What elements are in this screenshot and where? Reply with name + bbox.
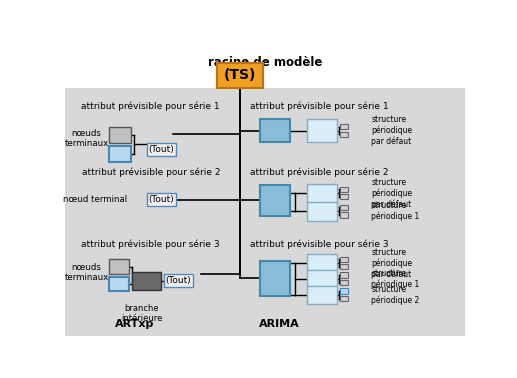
- Text: attribut prévisible pour série 2: attribut prévisible pour série 2: [82, 167, 220, 177]
- Text: nœuds
terminaux: nœuds terminaux: [65, 129, 109, 148]
- Text: attribut prévisible pour série 2: attribut prévisible pour série 2: [250, 167, 388, 177]
- FancyBboxPatch shape: [340, 257, 347, 262]
- FancyBboxPatch shape: [340, 194, 347, 200]
- Text: ARTxp: ARTxp: [115, 319, 155, 329]
- FancyBboxPatch shape: [307, 184, 337, 203]
- FancyBboxPatch shape: [340, 264, 347, 270]
- FancyBboxPatch shape: [340, 296, 347, 301]
- FancyBboxPatch shape: [109, 277, 129, 291]
- FancyBboxPatch shape: [260, 261, 290, 296]
- Text: (Tout): (Tout): [165, 276, 191, 285]
- FancyBboxPatch shape: [307, 254, 337, 272]
- FancyBboxPatch shape: [340, 288, 347, 294]
- FancyBboxPatch shape: [260, 185, 290, 215]
- Text: attribut prévisible pour série 1: attribut prévisible pour série 1: [250, 101, 388, 111]
- Text: (Tout): (Tout): [148, 195, 174, 204]
- FancyBboxPatch shape: [340, 212, 347, 217]
- Text: attribut prévisible pour série 1: attribut prévisible pour série 1: [82, 101, 220, 111]
- Text: attribut prévisible pour série 3: attribut prévisible pour série 3: [250, 240, 388, 249]
- Text: nœud terminal: nœud terminal: [63, 195, 127, 204]
- FancyBboxPatch shape: [340, 205, 347, 210]
- FancyBboxPatch shape: [340, 132, 347, 137]
- FancyBboxPatch shape: [340, 187, 347, 192]
- Text: structure
périodique
par défaut: structure périodique par défaut: [371, 248, 412, 279]
- Text: nœuds
terminaux: nœuds terminaux: [65, 263, 109, 282]
- FancyBboxPatch shape: [109, 146, 131, 162]
- Text: racine de modèle: racine de modèle: [208, 56, 322, 68]
- Text: ARIMA: ARIMA: [258, 319, 299, 329]
- FancyBboxPatch shape: [147, 143, 176, 156]
- FancyBboxPatch shape: [109, 127, 131, 143]
- FancyBboxPatch shape: [260, 119, 290, 142]
- FancyBboxPatch shape: [109, 259, 129, 274]
- FancyBboxPatch shape: [307, 286, 337, 304]
- FancyBboxPatch shape: [340, 273, 347, 277]
- Text: (Tout): (Tout): [148, 146, 174, 154]
- FancyBboxPatch shape: [65, 88, 465, 336]
- Text: (TS): (TS): [224, 68, 256, 82]
- FancyBboxPatch shape: [132, 273, 161, 290]
- Text: structure
périodique 1: structure périodique 1: [371, 201, 419, 221]
- FancyBboxPatch shape: [307, 270, 337, 288]
- FancyBboxPatch shape: [340, 280, 347, 285]
- Text: structure
périodique 1: structure périodique 1: [371, 269, 419, 289]
- FancyBboxPatch shape: [164, 274, 193, 287]
- Text: structure
périodique 2: structure périodique 2: [371, 285, 419, 305]
- Text: structure
périodique
par défaut: structure périodique par défaut: [371, 115, 412, 146]
- Text: attribut prévisible pour série 3: attribut prévisible pour série 3: [82, 240, 220, 249]
- FancyBboxPatch shape: [147, 193, 176, 206]
- Text: structure
périodique
par défaut: structure périodique par défaut: [371, 178, 412, 209]
- FancyBboxPatch shape: [307, 201, 337, 221]
- FancyBboxPatch shape: [217, 63, 263, 88]
- Text: branche
intérieure: branche intérieure: [121, 304, 163, 323]
- FancyBboxPatch shape: [340, 124, 347, 130]
- FancyBboxPatch shape: [307, 119, 337, 142]
